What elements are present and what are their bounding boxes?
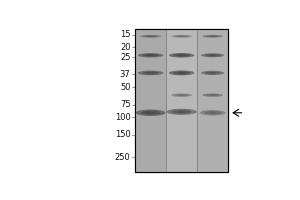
Ellipse shape bbox=[206, 94, 220, 96]
Text: 100: 100 bbox=[115, 113, 130, 122]
Ellipse shape bbox=[209, 112, 217, 114]
Ellipse shape bbox=[167, 109, 197, 115]
Ellipse shape bbox=[209, 36, 216, 37]
Ellipse shape bbox=[138, 71, 164, 75]
Ellipse shape bbox=[147, 72, 154, 74]
Ellipse shape bbox=[178, 95, 185, 96]
Ellipse shape bbox=[201, 71, 224, 75]
Ellipse shape bbox=[178, 72, 185, 74]
Ellipse shape bbox=[138, 53, 164, 57]
Ellipse shape bbox=[202, 35, 223, 38]
Ellipse shape bbox=[175, 35, 188, 37]
Ellipse shape bbox=[172, 110, 191, 114]
Text: 25: 25 bbox=[120, 53, 130, 62]
Ellipse shape bbox=[202, 93, 223, 97]
Ellipse shape bbox=[169, 53, 194, 58]
Ellipse shape bbox=[142, 54, 159, 57]
Ellipse shape bbox=[141, 111, 160, 115]
Ellipse shape bbox=[148, 36, 154, 37]
Ellipse shape bbox=[178, 36, 185, 37]
Text: 15: 15 bbox=[120, 30, 130, 39]
Ellipse shape bbox=[173, 71, 190, 75]
Ellipse shape bbox=[204, 111, 221, 115]
Text: 37: 37 bbox=[120, 70, 130, 79]
Bar bbox=[135, 29, 166, 172]
Ellipse shape bbox=[144, 35, 158, 37]
Ellipse shape bbox=[178, 55, 185, 56]
Ellipse shape bbox=[200, 110, 225, 115]
Bar bbox=[166, 29, 197, 172]
Ellipse shape bbox=[177, 111, 186, 113]
Text: 50: 50 bbox=[120, 83, 130, 92]
Ellipse shape bbox=[171, 93, 192, 97]
Ellipse shape bbox=[205, 54, 220, 57]
Text: 20: 20 bbox=[120, 43, 130, 52]
Ellipse shape bbox=[206, 35, 220, 37]
Ellipse shape bbox=[175, 94, 188, 96]
Ellipse shape bbox=[140, 35, 161, 38]
Ellipse shape bbox=[171, 35, 192, 38]
Bar bbox=[135, 29, 228, 172]
Ellipse shape bbox=[209, 55, 216, 56]
Bar bbox=[135, 29, 228, 172]
Ellipse shape bbox=[146, 112, 155, 114]
Ellipse shape bbox=[209, 95, 216, 96]
Ellipse shape bbox=[136, 110, 166, 116]
Ellipse shape bbox=[205, 72, 220, 74]
Bar bbox=[197, 29, 228, 172]
Text: 75: 75 bbox=[120, 100, 130, 109]
Text: 250: 250 bbox=[115, 153, 130, 162]
Ellipse shape bbox=[173, 54, 190, 57]
Ellipse shape bbox=[169, 70, 194, 75]
Ellipse shape bbox=[142, 71, 159, 74]
Text: 150: 150 bbox=[115, 130, 130, 139]
Ellipse shape bbox=[201, 53, 224, 57]
Ellipse shape bbox=[147, 55, 154, 56]
Ellipse shape bbox=[209, 72, 216, 74]
